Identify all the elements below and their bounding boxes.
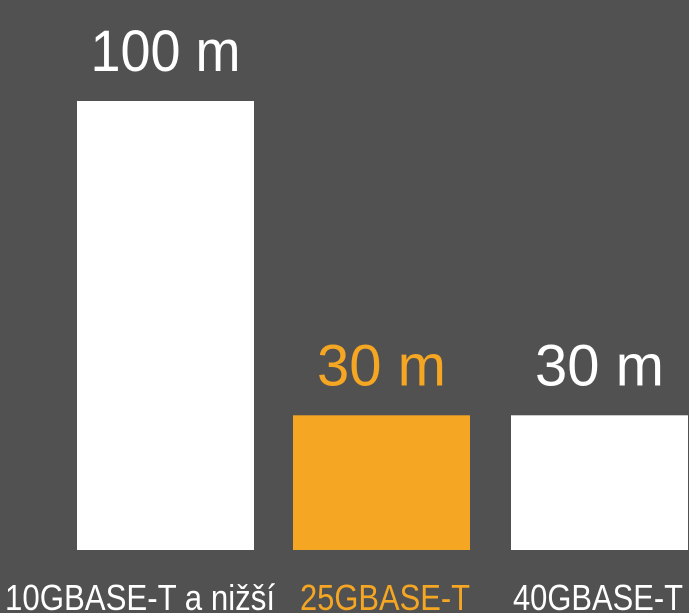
bar-3: [511, 415, 688, 550]
bar-2: [293, 415, 470, 550]
value-label-3: 30 m: [535, 333, 664, 398]
bar-1: [77, 101, 254, 550]
category-label-1: 10GBASE-T a nižší: [5, 577, 275, 613]
category-label-3: 40GBASE-T: [513, 577, 683, 613]
category-label-2: 25GBASE-T: [300, 577, 470, 613]
value-label-2: 30 m: [317, 333, 446, 398]
value-label-1: 100 m: [91, 19, 241, 84]
